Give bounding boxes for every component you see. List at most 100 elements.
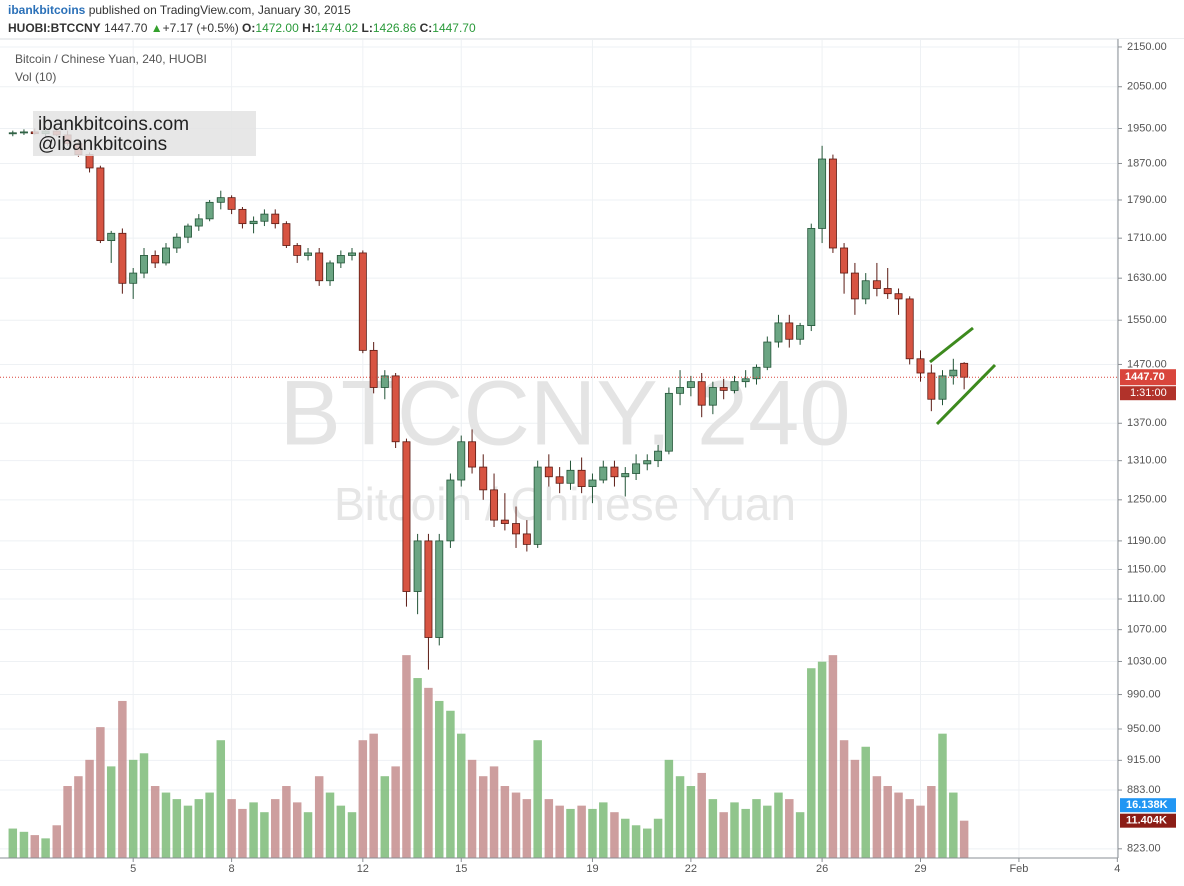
symbol: HUOBI:BTCCNY (8, 21, 101, 35)
volume-bar (205, 792, 214, 858)
c-label: C: (420, 21, 433, 35)
candle-body (249, 220, 258, 225)
candle-body (293, 245, 302, 256)
x-tick-label: 5 (130, 863, 136, 875)
y-tick-label: 1250.00 (1127, 494, 1167, 506)
candle-body (949, 369, 958, 377)
volume-bar (347, 812, 357, 858)
volume-bar (30, 835, 40, 858)
y-tick-label: 2050.00 (1127, 81, 1167, 93)
candle-body (424, 540, 433, 638)
price-tag (1120, 369, 1176, 386)
volume-bar (522, 799, 532, 858)
volume-bar (588, 808, 597, 858)
candle-body (326, 262, 334, 282)
x-tick-label: Feb (1009, 863, 1028, 875)
header-line: ibankbitcoins published on TradingView.c… (8, 3, 351, 17)
volume-bar (85, 759, 94, 858)
x-tick-label: 15 (455, 863, 467, 875)
volume-bar (883, 786, 892, 858)
volume-bar (653, 818, 663, 858)
candle-body (490, 489, 499, 521)
candle-body (468, 441, 477, 468)
volume-bar (752, 799, 761, 858)
candle-body (304, 252, 313, 256)
volume-bar (424, 687, 433, 858)
volume-bar (850, 759, 860, 858)
candle-body (369, 349, 378, 388)
candle-body (315, 252, 324, 282)
y-tick-label: 883.00 (1127, 784, 1161, 796)
volume-tag (1120, 798, 1176, 813)
volume-bar (599, 802, 608, 858)
candle-body (129, 272, 138, 284)
candle-body (840, 247, 849, 274)
open: 1472.00 (255, 21, 299, 35)
low: 1426.86 (373, 21, 417, 35)
volume-bar (391, 766, 400, 858)
y-tick-label: 1370.00 (1127, 417, 1167, 429)
volume-bar (631, 825, 641, 858)
trend-line[interactable] (929, 326, 974, 364)
candle-body (676, 387, 685, 394)
volume-bar (894, 792, 903, 858)
y-tick-label: 1790.00 (1127, 194, 1167, 206)
volume-bar (216, 740, 226, 858)
candle-body (336, 255, 345, 264)
volume-bar (763, 805, 772, 858)
y-tick-label: 1110.00 (1127, 593, 1165, 605)
candle-body (271, 213, 280, 225)
candle-body (107, 232, 116, 242)
volume-bar (664, 759, 674, 858)
x-tick-label: 26 (816, 863, 828, 875)
candle-body (151, 255, 160, 264)
volume-bar (270, 799, 280, 858)
candle-body (479, 466, 488, 491)
brand-line: @ibankbitcoins (38, 134, 167, 155)
candle-body (697, 381, 706, 406)
candle-body (861, 280, 870, 300)
x-tick-label: 19 (586, 863, 598, 875)
y-tick-label: 2150.00 (1127, 41, 1167, 53)
volume-bar (861, 746, 870, 858)
candle-body (457, 441, 466, 481)
last: 1447.70 (104, 21, 148, 35)
candle-body (227, 197, 236, 210)
candle-body (413, 540, 422, 592)
volume-bar (500, 786, 510, 858)
high: 1474.02 (315, 21, 359, 35)
volume-bar (872, 776, 882, 858)
brand-line: ibankbitcoins.com (38, 114, 189, 135)
y-tick-label: 1630.00 (1127, 272, 1167, 284)
y-tick-label: 1070.00 (1127, 624, 1167, 636)
candle-body (435, 540, 444, 638)
candle-body (752, 366, 761, 380)
volume-tag-label: 16.138K (1126, 799, 1168, 811)
candle-body (894, 293, 903, 300)
volume-bar (128, 759, 138, 858)
l-label: L: (362, 21, 373, 35)
author[interactable]: ibankbitcoins (8, 3, 86, 17)
candle-body (522, 533, 531, 545)
candle-body (512, 523, 520, 535)
candle-body (686, 381, 695, 388)
volume-bar (238, 808, 247, 858)
candle-body (118, 232, 127, 284)
volume-bar (172, 799, 182, 858)
candle-body (785, 322, 794, 340)
candle-body (850, 272, 859, 300)
candle-body (960, 362, 969, 378)
countdown-tag (1120, 386, 1176, 401)
candle-body (828, 158, 837, 249)
trend-line[interactable] (935, 363, 997, 426)
price-axis-bg (1118, 39, 1184, 886)
up-arrow: ▲ (151, 21, 163, 35)
candle-body (632, 463, 641, 474)
volume-bar (686, 786, 696, 858)
volume-bar (303, 812, 313, 858)
volume-bar (927, 786, 936, 858)
volume-bar (282, 786, 291, 858)
volume-bar (566, 808, 575, 858)
